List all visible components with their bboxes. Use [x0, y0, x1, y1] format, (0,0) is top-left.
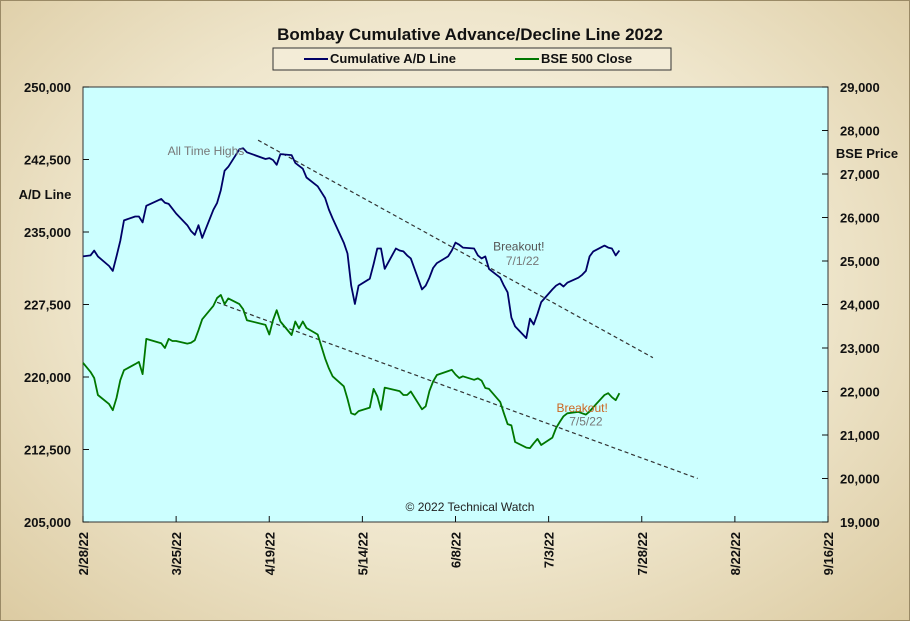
- right-tick-label: 29,000: [840, 80, 880, 95]
- right-tick-label: 22,000: [840, 385, 880, 400]
- right-tick-label: 26,000: [840, 211, 880, 226]
- x-tick-label: 7/3/22: [542, 532, 557, 568]
- right-tick-label: 27,000: [840, 167, 880, 182]
- annotation-text: 7/5/22: [569, 414, 603, 428]
- trendline: [257, 139, 654, 359]
- right-tick-label: 19,000: [840, 515, 880, 530]
- x-tick-label: 3/25/22: [169, 532, 184, 575]
- x-tick-label: 7/28/22: [635, 532, 650, 575]
- right-tick-label: 20,000: [840, 472, 880, 487]
- left-axis-label: A/D Line: [19, 187, 72, 202]
- x-tick-label: 2/28/22: [76, 532, 91, 575]
- right-tick-label: 25,000: [840, 254, 880, 269]
- x-tick-label: 4/19/22: [262, 532, 277, 575]
- x-tick-label: 5/14/22: [355, 532, 370, 575]
- annotation-text: All Time Highs: [168, 144, 245, 158]
- left-tick-label: 250,000: [24, 80, 71, 95]
- legend-label-bse: BSE 500 Close: [541, 51, 632, 66]
- right-tick-label: 23,000: [840, 341, 880, 356]
- right-tick-label: 28,000: [840, 124, 880, 139]
- chart-title: Bombay Cumulative Advance/Decline Line 2…: [277, 25, 663, 44]
- right-tick-label: 21,000: [840, 428, 880, 443]
- left-tick-label: 227,500: [24, 298, 71, 313]
- left-tick-label: 205,000: [24, 515, 71, 530]
- x-tick-label: 9/16/22: [821, 532, 836, 575]
- annotation-text: Breakout!: [493, 240, 544, 254]
- series-line-bse: [82, 293, 621, 450]
- legend-label-ad: Cumulative A/D Line: [330, 51, 456, 66]
- annotation-text: 7/1/22: [506, 254, 540, 268]
- annotation-text: Breakout!: [556, 401, 607, 415]
- x-tick-label: 8/22/22: [728, 532, 743, 575]
- left-tick-label: 235,000: [24, 225, 71, 240]
- legend: Cumulative A/D Line BSE 500 Close: [272, 47, 672, 71]
- plot-area: [82, 86, 829, 523]
- series-line-ad: [82, 147, 621, 340]
- trendline: [216, 301, 698, 480]
- right-tick-label: 24,000: [840, 298, 880, 313]
- copyright-text: © 2022 Technical Watch: [406, 500, 535, 514]
- left-tick-label: 242,500: [24, 153, 71, 168]
- left-tick-label: 212,500: [24, 443, 71, 458]
- right-axis-label: BSE Price: [836, 146, 898, 161]
- x-tick-label: 6/8/22: [449, 532, 464, 568]
- left-tick-label: 220,000: [24, 370, 71, 385]
- legend-box: [272, 47, 672, 71]
